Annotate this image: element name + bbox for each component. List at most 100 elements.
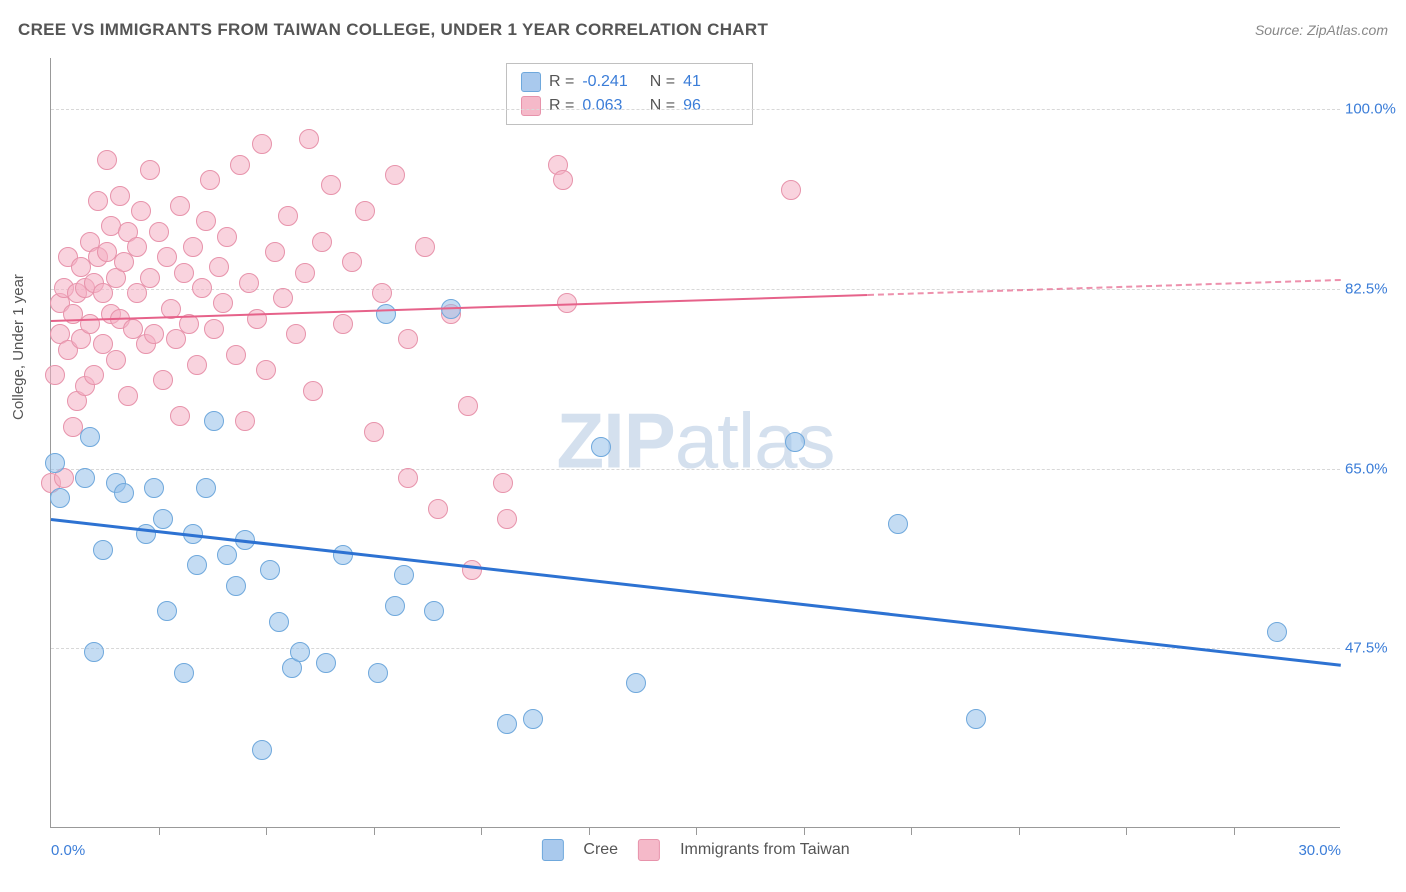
data-point bbox=[385, 165, 405, 185]
data-point bbox=[462, 560, 482, 580]
data-point bbox=[333, 545, 353, 565]
data-point bbox=[286, 324, 306, 344]
legend-swatch bbox=[638, 839, 660, 861]
legend-r-val: -0.241 bbox=[582, 70, 637, 94]
data-point bbox=[260, 560, 280, 580]
data-point bbox=[153, 370, 173, 390]
data-point bbox=[299, 129, 319, 149]
gridline-h bbox=[51, 648, 1340, 649]
data-point bbox=[316, 653, 336, 673]
data-point bbox=[394, 565, 414, 585]
data-point bbox=[153, 509, 173, 529]
x-tick bbox=[481, 827, 482, 835]
data-point bbox=[157, 601, 177, 621]
x-tick bbox=[266, 827, 267, 835]
x-tick-label: 30.0% bbox=[1298, 842, 1341, 859]
data-point bbox=[523, 709, 543, 729]
watermark-rest: atlas bbox=[675, 396, 835, 484]
data-point bbox=[187, 355, 207, 375]
data-point bbox=[88, 191, 108, 211]
x-tick bbox=[1019, 827, 1020, 835]
data-point bbox=[217, 545, 237, 565]
data-point bbox=[781, 180, 801, 200]
watermark-bold: ZIP bbox=[556, 396, 674, 484]
data-point bbox=[217, 227, 237, 247]
data-point bbox=[553, 170, 573, 190]
y-tick-label: 47.5% bbox=[1345, 640, 1400, 657]
title-bar: CREE VS IMMIGRANTS FROM TAIWAN COLLEGE, … bbox=[18, 20, 1388, 40]
y-tick-label: 65.0% bbox=[1345, 460, 1400, 477]
data-point bbox=[364, 422, 384, 442]
data-point bbox=[45, 365, 65, 385]
y-tick-label: 82.5% bbox=[1345, 281, 1400, 298]
legend-top-row: R =-0.241 N =41 bbox=[521, 70, 738, 94]
y-tick-label: 100.0% bbox=[1345, 101, 1400, 118]
data-point bbox=[127, 237, 147, 257]
data-point bbox=[415, 237, 435, 257]
data-point bbox=[497, 714, 517, 734]
legend-swatch bbox=[521, 72, 541, 92]
data-point bbox=[213, 293, 233, 313]
data-point bbox=[209, 257, 229, 277]
y-axis-label: College, Under 1 year bbox=[10, 274, 27, 420]
x-tick bbox=[696, 827, 697, 835]
data-point bbox=[144, 478, 164, 498]
plot-area: ZIPatlas R =-0.241 N =41R =0.063 N =96 C… bbox=[50, 58, 1340, 828]
data-point bbox=[170, 196, 190, 216]
data-point bbox=[497, 509, 517, 529]
data-point bbox=[273, 288, 293, 308]
data-point bbox=[114, 483, 134, 503]
data-point bbox=[204, 319, 224, 339]
data-point bbox=[312, 232, 332, 252]
data-point bbox=[174, 663, 194, 683]
legend-top-row: R =0.063 N =96 bbox=[521, 94, 738, 118]
chart-title: CREE VS IMMIGRANTS FROM TAIWAN COLLEGE, … bbox=[18, 20, 768, 40]
data-point bbox=[398, 329, 418, 349]
data-point bbox=[342, 252, 362, 272]
legend-label: Immigrants from Taiwan bbox=[680, 841, 850, 859]
data-point bbox=[196, 478, 216, 498]
data-point bbox=[888, 514, 908, 534]
data-point bbox=[75, 468, 95, 488]
x-tick-label: 0.0% bbox=[51, 842, 85, 859]
data-point bbox=[376, 304, 396, 324]
x-tick bbox=[1126, 827, 1127, 835]
data-point bbox=[785, 432, 805, 452]
data-point bbox=[265, 242, 285, 262]
legend-n-eq: N = bbox=[645, 70, 675, 94]
data-point bbox=[106, 350, 126, 370]
data-point bbox=[149, 222, 169, 242]
x-tick bbox=[1234, 827, 1235, 835]
data-point bbox=[966, 709, 986, 729]
data-point bbox=[355, 201, 375, 221]
data-point bbox=[131, 201, 151, 221]
data-point bbox=[493, 473, 513, 493]
legend-bottom: CreeImmigrants from Taiwan bbox=[541, 839, 849, 861]
data-point bbox=[196, 211, 216, 231]
data-point bbox=[321, 175, 341, 195]
data-point bbox=[80, 427, 100, 447]
data-point bbox=[239, 273, 259, 293]
data-point bbox=[591, 437, 611, 457]
data-point bbox=[84, 365, 104, 385]
legend-r-eq: R = bbox=[549, 70, 574, 94]
trend-line bbox=[868, 279, 1341, 296]
legend-n-eq: N = bbox=[645, 94, 675, 118]
data-point bbox=[192, 278, 212, 298]
data-point bbox=[368, 663, 388, 683]
x-tick bbox=[374, 827, 375, 835]
data-point bbox=[247, 309, 267, 329]
data-point bbox=[428, 499, 448, 519]
gridline-h bbox=[51, 469, 1340, 470]
data-point bbox=[424, 601, 444, 621]
data-point bbox=[303, 381, 323, 401]
data-point bbox=[170, 406, 190, 426]
legend-swatch bbox=[541, 839, 563, 861]
data-point bbox=[157, 247, 177, 267]
data-point bbox=[1267, 622, 1287, 642]
data-point bbox=[256, 360, 276, 380]
legend-n-val: 96 bbox=[683, 94, 738, 118]
data-point bbox=[144, 324, 164, 344]
trend-line bbox=[51, 518, 1341, 666]
gridline-h bbox=[51, 109, 1340, 110]
